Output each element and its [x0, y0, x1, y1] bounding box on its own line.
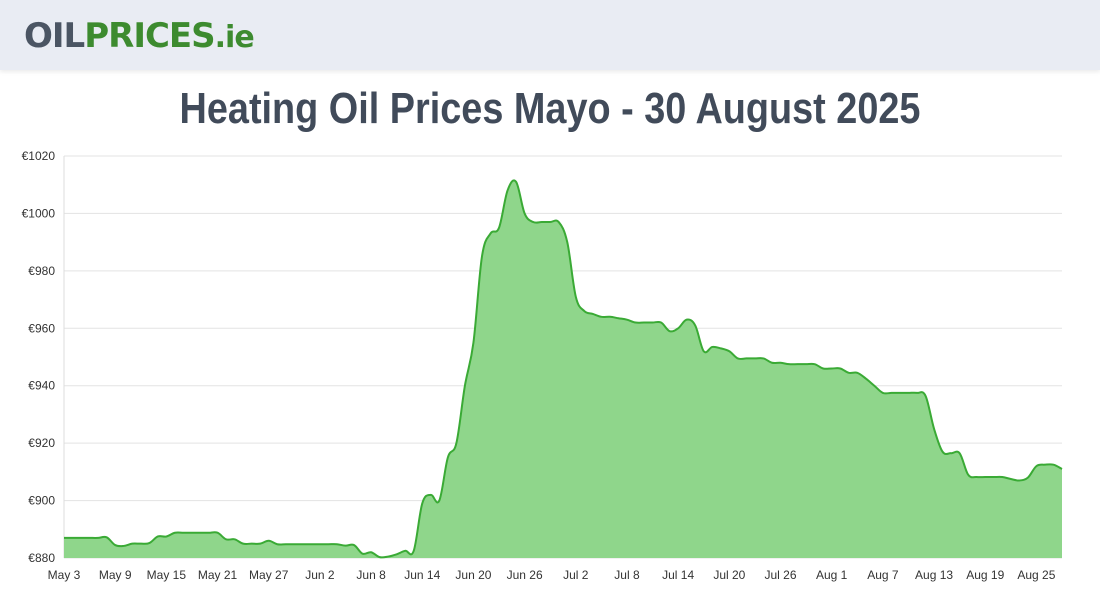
x-tick-label: Jun 26: [507, 568, 543, 582]
y-tick-label: €1020: [22, 149, 56, 163]
x-tick-label: Jun 20: [455, 568, 491, 582]
logo-text-ie: .ie: [214, 20, 255, 55]
y-tick-label: €960: [28, 321, 55, 335]
page-title: Heating Oil Prices Mayo - 30 August 2025: [179, 84, 921, 133]
y-tick-label: €920: [28, 436, 55, 450]
x-tick-label: Aug 19: [966, 568, 1004, 582]
x-tick-label: Aug 7: [867, 568, 899, 582]
x-tick-label: Aug 13: [915, 568, 953, 582]
x-tick-label: Aug 25: [1017, 568, 1055, 582]
x-tick-label: May 9: [99, 568, 132, 582]
site-header: OILPRICES.ie: [0, 0, 1100, 70]
logo-text-prices: PRICES: [84, 16, 215, 56]
x-tick-label: Jun 2: [305, 568, 335, 582]
y-tick-label: €1000: [22, 206, 56, 220]
x-tick-label: Jul 2: [563, 568, 589, 582]
x-tick-label: May 3: [48, 568, 81, 582]
price-line: [63, 179, 1063, 559]
x-tick-label: May 15: [147, 568, 187, 582]
logo-text-oil: OIL: [24, 16, 85, 56]
x-tick-label: May 21: [198, 568, 238, 582]
site-logo[interactable]: OILPRICES.ie: [24, 14, 255, 60]
x-tick-label: Jul 20: [713, 568, 745, 582]
x-tick-label: May 27: [249, 568, 289, 582]
y-axis-ticks: €880 €900 €920 €940 €960 €980 €1000 €1020: [22, 149, 56, 565]
y-tick-label: €900: [28, 494, 55, 508]
y-tick-label: €980: [28, 264, 55, 278]
x-tick-label: Jun 14: [404, 568, 440, 582]
x-tick-label: Jul 26: [764, 568, 796, 582]
x-axis-ticks: May 3 May 9 May 15 May 21 May 27 Jun 2 Jun 8 Ju…: [48, 568, 1056, 582]
x-tick-label: Aug 1: [816, 568, 848, 582]
x-tick-label: Jul 14: [662, 568, 694, 582]
x-tick-label: Jul 8: [614, 568, 640, 582]
x-tick-label: Jun 8: [356, 568, 386, 582]
price-area: [64, 180, 1062, 559]
y-tick-label: €880: [28, 551, 55, 565]
y-tick-label: €940: [28, 379, 55, 393]
